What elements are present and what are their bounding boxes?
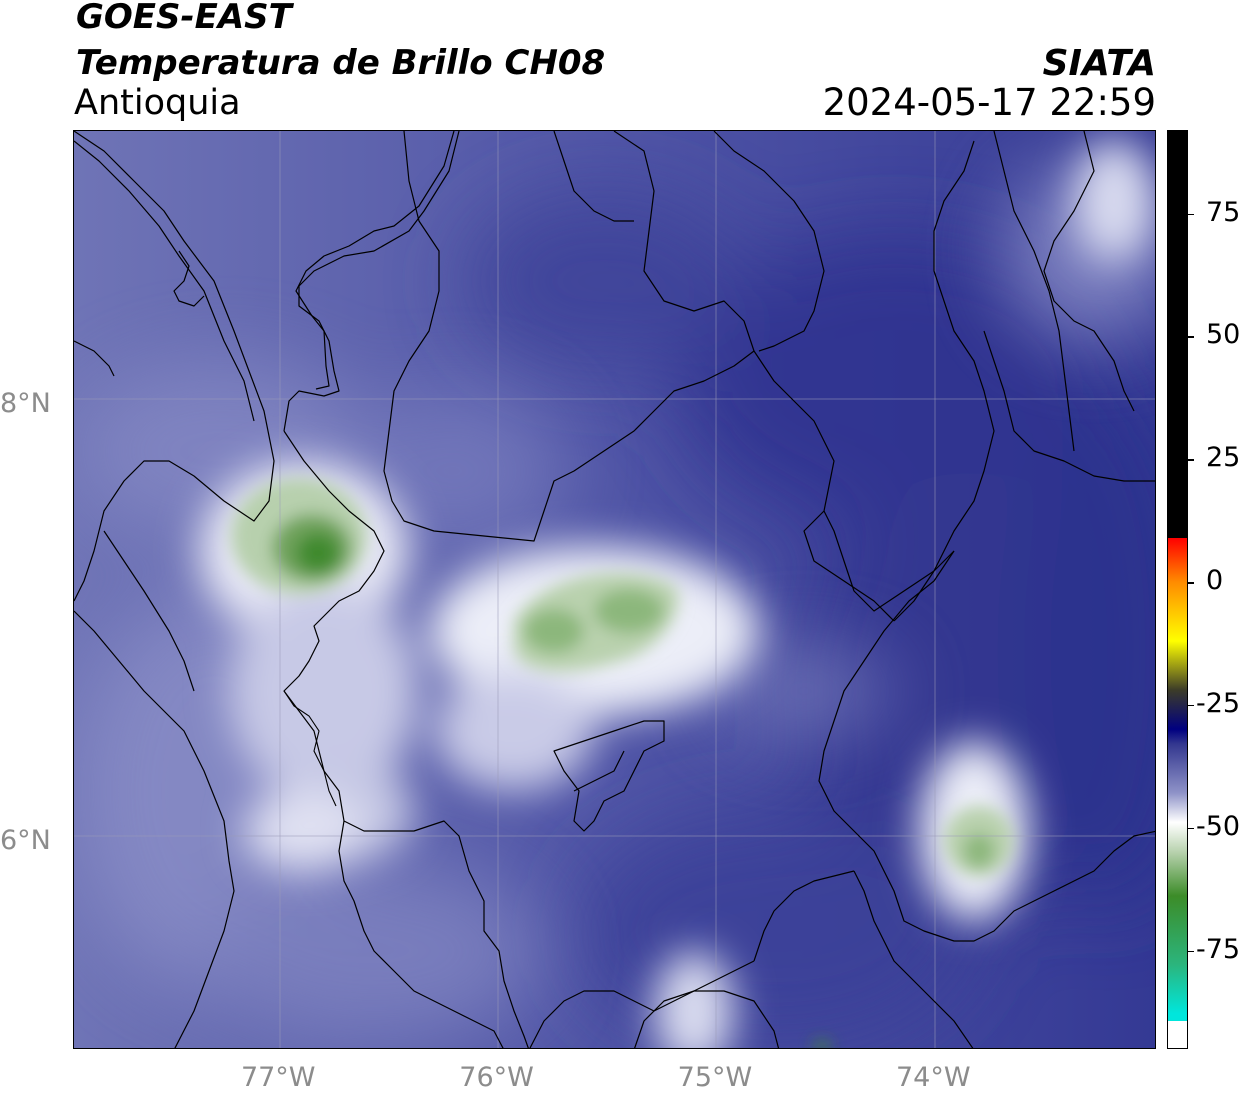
lat-tick-label: 6°N bbox=[0, 825, 51, 857]
lon-tick-label: 76°W bbox=[459, 1062, 534, 1093]
colorbar-tick-label: -25 bbox=[1196, 687, 1241, 719]
lat-tick-label: 8°N bbox=[0, 387, 51, 419]
region-label: Antioquia bbox=[74, 83, 241, 123]
colorbar-tick-label: 0 bbox=[1206, 565, 1224, 597]
datetime-label: 2024-05-17 22:59 bbox=[822, 81, 1156, 124]
colorbar-tick bbox=[1188, 459, 1194, 461]
boundaries bbox=[74, 131, 1155, 1048]
colorbar-tick-label: -75 bbox=[1196, 933, 1241, 965]
colorbar-tick bbox=[1188, 950, 1194, 953]
cold-cores bbox=[231, 478, 1014, 1048]
colorbar-tick bbox=[1188, 213, 1194, 215]
colorbar-tick bbox=[1188, 582, 1194, 584]
river bbox=[283, 690, 337, 807]
colorbar-tick-label: 25 bbox=[1206, 442, 1241, 474]
colorbar bbox=[1167, 130, 1188, 1049]
colorbar-tick bbox=[1188, 704, 1194, 707]
colorbar-tick-label: 50 bbox=[1206, 319, 1241, 351]
agency-label: SIATA bbox=[1042, 43, 1156, 84]
colorbar-tick-label: -50 bbox=[1196, 810, 1241, 842]
colorbar-tick-label: 75 bbox=[1206, 196, 1241, 228]
satellite-title: GOES-EAST bbox=[76, 0, 292, 37]
lon-tick-label: 77°W bbox=[240, 1062, 316, 1093]
lon-tick-label: 74°W bbox=[896, 1062, 971, 1093]
colorbar-tick bbox=[1188, 827, 1194, 830]
brightness-temperature-map[interactable] bbox=[73, 130, 1156, 1049]
dark-regions bbox=[464, 191, 1155, 1048]
colorbar-tick bbox=[1188, 336, 1194, 338]
graticule bbox=[74, 131, 1155, 1048]
lon-tick-label: 75°W bbox=[677, 1062, 753, 1093]
product-title: Temperatura de Brillo CH08 bbox=[76, 43, 606, 83]
